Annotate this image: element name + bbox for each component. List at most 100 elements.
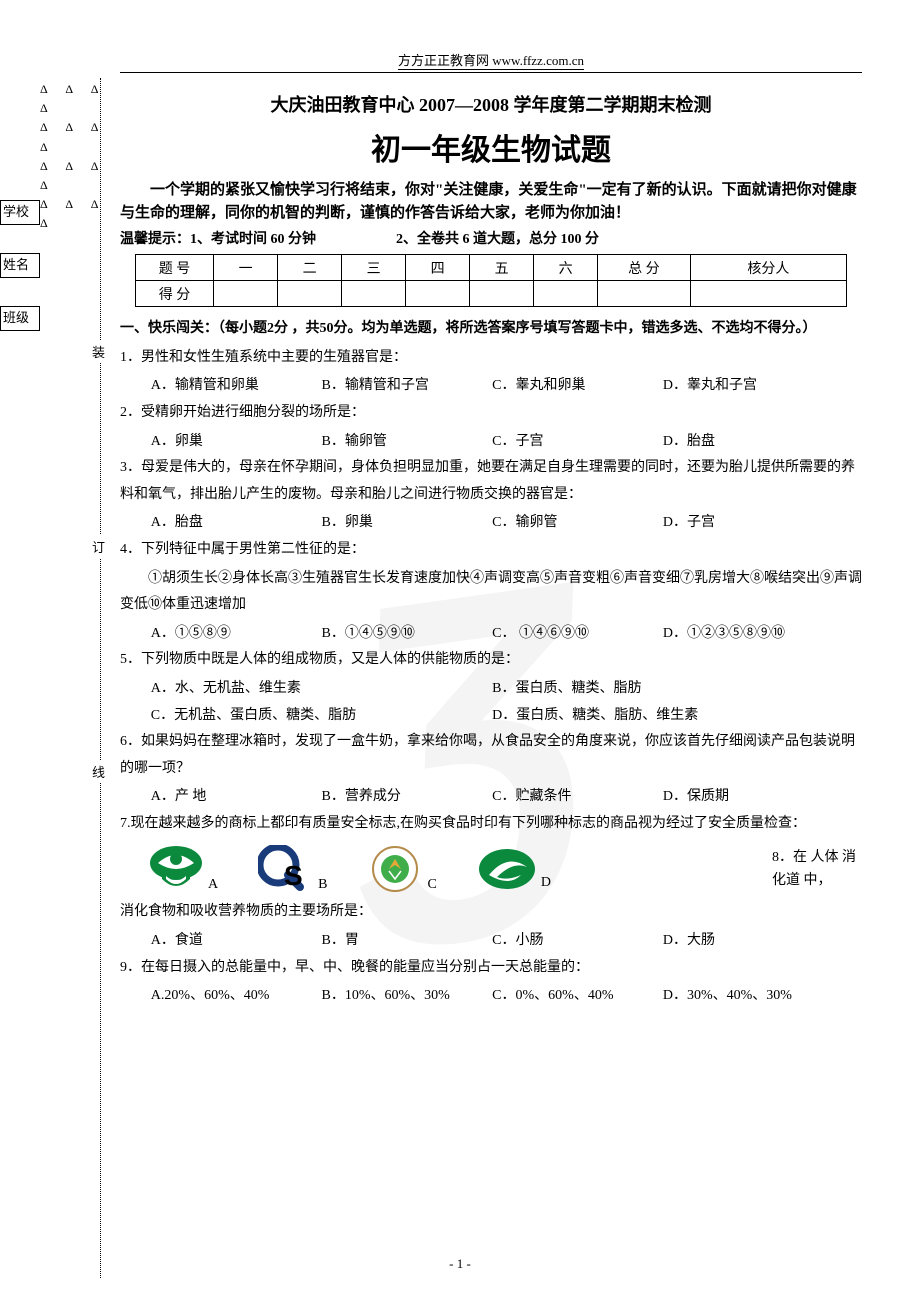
q9-opt-a: A.20%、60%、40% <box>151 983 322 1010</box>
page: Δ Δ Δ ΔΔ Δ Δ ΔΔ Δ Δ ΔΔ Δ Δ Δ 学校 姓名 班级 装 … <box>0 0 920 1030</box>
bind-label-ding: 订 <box>92 535 105 558</box>
q7-logo-row: A S B C <box>120 839 862 899</box>
q4-stem: 4．下列特征中属于男性第二性征的是： <box>120 537 862 564</box>
q8-opt-d: D．大肠 <box>663 928 834 955</box>
q2-opt-b: B．输卵管 <box>321 429 492 456</box>
score-cell <box>406 281 470 307</box>
q6-opt-a: A．产 地 <box>151 784 322 811</box>
table-row: 题 号 一 二 三 四 五 六 总 分 核分人 <box>135 255 846 281</box>
q8-opts: A．食道B．胃C．小肠D．大肠 <box>120 928 862 955</box>
q9-opt-c: C．0%、60%、40% <box>492 983 663 1010</box>
q2-opts: A．卵巢B．输卵管C．子宫D．胎盘 <box>120 429 862 456</box>
score-cell <box>342 281 406 307</box>
table-row: 得 分 <box>135 281 846 307</box>
q3-opt-c: C．输卵管 <box>492 510 663 537</box>
header-url: 方方正正教育网 www.ffzz.com.cn <box>120 50 862 69</box>
logo-b-label: B <box>318 877 327 893</box>
q1-opt-b: B．输精管和子宫 <box>321 373 492 400</box>
content: 方方正正教育网 www.ffzz.com.cn 大庆油田教育中心 2007—20… <box>110 50 872 1010</box>
q2-opt-d: D．胎盘 <box>663 429 834 456</box>
q5-opts: A．水、无机盐、维生素B．蛋白质、糖类、脂肪 C．无机盐、蛋白质、糖类、脂肪D．… <box>120 676 862 729</box>
q3-opt-a: A．胎盘 <box>151 510 322 537</box>
q3-opt-b: B．卵巢 <box>321 510 492 537</box>
logo-d-label: D <box>541 875 551 891</box>
score-cell: 五 <box>470 255 534 281</box>
section1-head: 一、快乐闯关：（每小题2分 ，共50分。均为单选题，将所选答案序号填写答题卡中，… <box>120 317 862 341</box>
q9-stem: 9．在每日摄入的总能量中，早、中、晚餐的能量应当分别占一天总能量的： <box>120 955 862 982</box>
score-cell <box>278 281 342 307</box>
q8-stem: 消化食物和吸收营养物质的主要场所是： <box>120 899 862 926</box>
score-cell: 二 <box>278 255 342 281</box>
q8-opt-c: C．小肠 <box>492 928 663 955</box>
bind-label-xian: 线 <box>92 760 105 783</box>
q8-lead: 8．在 人体 消 化道 中， <box>772 846 862 894</box>
score-table: 题 号 一 二 三 四 五 六 总 分 核分人 得 分 <box>135 254 847 307</box>
intro-text: 一个学期的紧张又愉快学习行将结束，你对"关注健康，关爱生命"一定有了新的认识。下… <box>120 179 862 224</box>
logo-a: A <box>148 845 218 893</box>
q4-opt-b: B．①④⑤⑨⑩ <box>321 621 492 648</box>
q2-opt-a: A．卵巢 <box>151 429 322 456</box>
score-cell: 三 <box>342 255 406 281</box>
header-rule <box>120 72 862 73</box>
hint-line: 温馨提示：1、考试时间 60 分钟2、全卷共 6 道大题，总分 100 分 <box>120 228 862 248</box>
title-line1: 大庆油田教育中心 2007—2008 学年度第二学期期末检测 <box>120 91 862 117</box>
q5-opt-c: C．无机盐、蛋白质、糖类、脂肪 <box>151 703 492 730</box>
logo-d: D <box>477 847 551 891</box>
q3-opts: A．胎盘B．卵巢C．输卵管D．子宫 <box>120 510 862 537</box>
q6-opt-b: B．营养成分 <box>321 784 492 811</box>
side-boxes: 学校 姓名 班级 <box>0 200 40 359</box>
binding-dotted-line <box>100 78 101 1278</box>
q5-stem: 5．下列物质中既是人体的组成物质，又是人体的供能物质的是： <box>120 647 862 674</box>
q8-opt-a: A．食道 <box>151 928 322 955</box>
q4-opt-a: A．①⑤⑧⑨ <box>151 621 322 648</box>
hint-prefix: 温馨提示： <box>120 232 190 247</box>
score-cell <box>534 281 598 307</box>
score-cell: 总 分 <box>598 255 690 281</box>
side-box-school: 学校 <box>0 200 40 225</box>
score-cell <box>690 281 847 307</box>
side-box-class: 班级 <box>0 306 40 331</box>
q4-opts: A．①⑤⑧⑨B．①④⑤⑨⑩C． ①④⑥⑨⑩D．①②③⑤⑧⑨⑩ <box>120 621 862 648</box>
svg-text:S: S <box>284 860 303 891</box>
logo-c-label: C <box>427 877 436 893</box>
q9-opt-d: D．30%、40%、30% <box>663 983 834 1010</box>
logo-c: C <box>367 845 436 893</box>
logo-b: S B <box>258 845 327 893</box>
q1-opt-a: A．输精管和卵巢 <box>151 373 322 400</box>
bind-label-zhuang: 装 <box>92 340 105 363</box>
score-cell <box>598 281 690 307</box>
q6-stem: 6．如果妈妈在整理冰箱时，发现了一盒牛奶，拿来给你喝，从食品安全的角度来说，你应… <box>120 729 862 782</box>
score-cell <box>214 281 278 307</box>
q1-opt-c: C．睾丸和卵巢 <box>492 373 663 400</box>
score-cell: 一 <box>214 255 278 281</box>
q5-opt-a: A．水、无机盐、维生素 <box>151 676 492 703</box>
q5-opt-d: D．蛋白质、糖类、脂肪、维生素 <box>492 703 833 730</box>
q4-sub: ①胡须生长②身体长高③生殖器官生长发育速度加快④声调变高⑤声音变粗⑥声音变细⑦乳… <box>120 566 862 619</box>
page-number: - 1 - <box>0 1256 920 1272</box>
q1-opts: A．输精管和卵巢B．输精管和子宫C．睾丸和卵巢D．睾丸和子宫 <box>120 373 862 400</box>
q6-opt-d: D．保质期 <box>663 784 834 811</box>
score-cell <box>470 281 534 307</box>
logo-a-label: A <box>208 877 218 893</box>
q3-opt-d: D．子宫 <box>663 510 834 537</box>
q1-opt-d: D．睾丸和子宫 <box>663 373 834 400</box>
score-cell: 题 号 <box>135 255 213 281</box>
score-cell: 得 分 <box>135 281 213 307</box>
side-box-name: 姓名 <box>0 253 40 278</box>
hint-2: 2、全卷共 6 道大题，总分 100 分 <box>396 232 599 247</box>
green-food-icon <box>148 845 204 893</box>
organic-icon <box>477 847 537 891</box>
score-cell: 四 <box>406 255 470 281</box>
q3-stem: 3．母爱是伟大的，母亲在怀孕期间，身体负担明显加重，她要在满足自身生理需要的同时… <box>120 455 862 508</box>
title-line2: 初一年级生物试题 <box>120 125 862 169</box>
q7-stem: 7.现在越来越多的商标上都印有质量安全标志,在购买食品时印有下列哪种标志的商品视… <box>120 811 862 838</box>
score-cell: 六 <box>534 255 598 281</box>
pollution-free-icon <box>367 845 423 893</box>
q9-opts: A.20%、60%、40%B．10%、60%、30%C．0%、60%、40%D．… <box>120 983 862 1010</box>
q4-opt-c: C． ①④⑥⑨⑩ <box>492 621 663 648</box>
q8-opt-b: B．胃 <box>321 928 492 955</box>
score-cell: 核分人 <box>690 255 847 281</box>
left-margin: Δ Δ Δ ΔΔ Δ Δ ΔΔ Δ Δ ΔΔ Δ Δ Δ 学校 姓名 班级 装 … <box>0 50 110 1010</box>
q9-opt-b: B．10%、60%、30% <box>321 983 492 1010</box>
q2-opt-c: C．子宫 <box>492 429 663 456</box>
